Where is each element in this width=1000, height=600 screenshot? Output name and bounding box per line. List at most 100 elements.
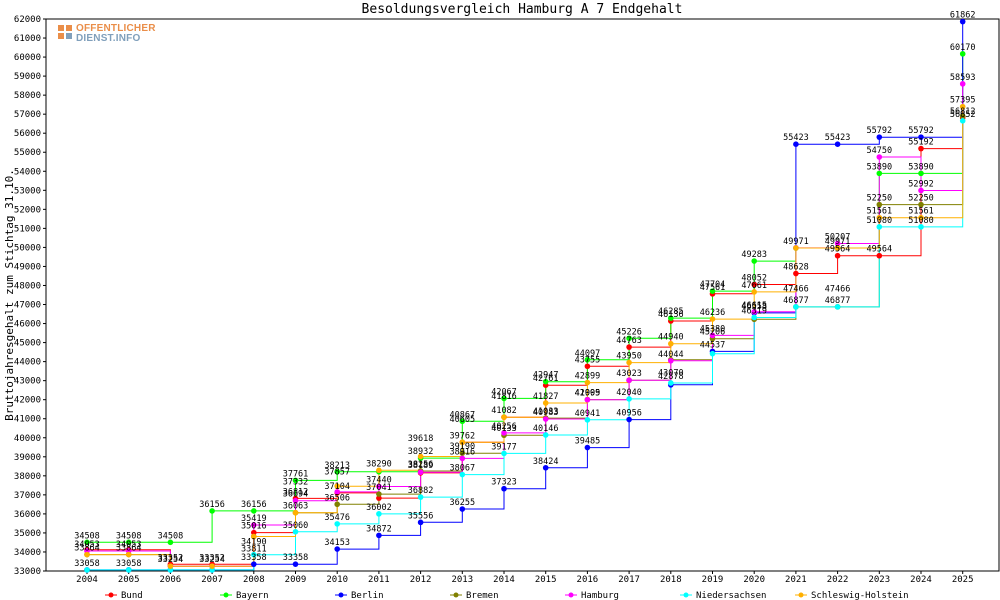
data-point	[501, 450, 507, 457]
data-label: 33352	[199, 553, 225, 563]
data-point	[251, 529, 257, 536]
data-point	[501, 430, 507, 436]
y-tick-label: 36000	[14, 510, 41, 520]
data-point	[709, 332, 716, 339]
data-label: 42005	[575, 389, 601, 399]
data-point	[959, 113, 966, 119]
data-label: 40983	[533, 408, 559, 418]
data-label: 55192	[908, 138, 934, 148]
data-point	[542, 416, 549, 422]
data-label: 42040	[616, 388, 642, 398]
data-point	[876, 134, 883, 140]
data-label: 41827	[533, 392, 559, 402]
data-point	[959, 51, 966, 57]
legend-label: Bayern	[236, 591, 269, 600]
data-label: 40605	[450, 415, 476, 425]
data-point	[584, 356, 591, 363]
data-point	[84, 567, 90, 573]
y-tick-label: 35000	[14, 529, 41, 539]
data-point	[668, 380, 674, 386]
y-tick-label: 42000	[14, 396, 41, 406]
data-label: 34053	[74, 540, 100, 550]
data-label: 42761	[533, 374, 559, 384]
x-tick-label: 2008	[243, 575, 265, 585]
data-point	[209, 508, 215, 514]
x-tick-label: 2014	[493, 575, 515, 585]
y-tick-label: 33000	[14, 567, 41, 577]
y-tick-label: 38000	[14, 472, 41, 482]
data-label: 51561	[908, 207, 934, 217]
data-label: 41033	[533, 407, 559, 417]
data-point	[167, 563, 174, 569]
chart-title: Besoldungsvergleich Hamburg A 7 Endgehal…	[362, 2, 683, 17]
data-label: 42878	[658, 372, 684, 382]
data-label: 44537	[700, 340, 726, 350]
y-tick-label: 43000	[14, 377, 41, 387]
data-point	[584, 444, 591, 451]
data-point	[292, 509, 299, 516]
data-label: 49564	[867, 245, 893, 255]
data-label: 35419	[241, 514, 267, 524]
data-label: 55423	[825, 133, 851, 143]
data-point	[251, 508, 257, 514]
x-tick-label: 2010	[326, 575, 348, 585]
data-point	[709, 288, 716, 294]
plot-frame	[45, 18, 1000, 572]
data-label: 46615	[741, 301, 767, 311]
data-label: 37041	[366, 483, 392, 493]
y-tick-label: 40000	[14, 434, 41, 444]
data-point	[334, 501, 341, 508]
y-tick-label: 61000	[14, 34, 41, 44]
data-point	[584, 417, 591, 423]
data-label: 39762	[450, 431, 476, 441]
data-label: 54750	[867, 146, 893, 156]
data-label: 38932	[408, 447, 434, 457]
data-label: 36002	[366, 503, 392, 513]
series-line	[87, 106, 964, 567]
data-point	[876, 201, 883, 208]
x-tick-label: 2013	[451, 575, 473, 585]
data-label: 47561	[700, 283, 726, 293]
data-point	[918, 214, 924, 221]
data-label: 33358	[283, 553, 309, 563]
data-point	[751, 258, 757, 264]
legend-label: Bund	[121, 591, 143, 600]
data-label: 53890	[867, 162, 893, 172]
y-tick-label: 60000	[14, 53, 41, 63]
data-point	[959, 18, 966, 25]
data-point	[334, 546, 341, 552]
data-point	[918, 145, 924, 152]
data-point	[84, 539, 90, 546]
data-label: 44044	[658, 350, 684, 360]
data-label: 46319	[741, 306, 767, 316]
data-label: 34508	[74, 531, 100, 541]
data-point	[376, 532, 382, 539]
data-point	[876, 252, 883, 259]
data-label: 42899	[575, 372, 601, 382]
data-label: 52992	[908, 179, 934, 189]
legend-swatch-marker	[223, 592, 229, 598]
data-point	[542, 432, 549, 438]
data-point	[793, 270, 799, 277]
data-point	[959, 117, 966, 124]
data-label: 39485	[575, 437, 601, 447]
data-point	[834, 141, 841, 147]
data-label: 44763	[616, 336, 642, 346]
data-point	[918, 201, 924, 208]
data-point	[626, 416, 632, 423]
data-label: 40256	[491, 422, 517, 432]
data-label: 43023	[616, 369, 642, 379]
data-label: 34153	[324, 538, 350, 548]
data-point	[626, 359, 632, 366]
data-label: 37104	[324, 482, 350, 492]
y-tick-label: 47000	[14, 301, 41, 311]
data-point	[751, 309, 757, 315]
data-labels: 3450834053338643305834508340533386433058…	[74, 11, 975, 569]
data-label: 44940	[658, 333, 684, 343]
data-label: 41999	[575, 389, 601, 399]
y-tick-label: 50000	[14, 243, 41, 253]
data-label: 46877	[825, 296, 851, 306]
data-label: 43755	[575, 355, 601, 365]
data-label: 36156	[199, 500, 225, 510]
data-point	[918, 134, 924, 140]
